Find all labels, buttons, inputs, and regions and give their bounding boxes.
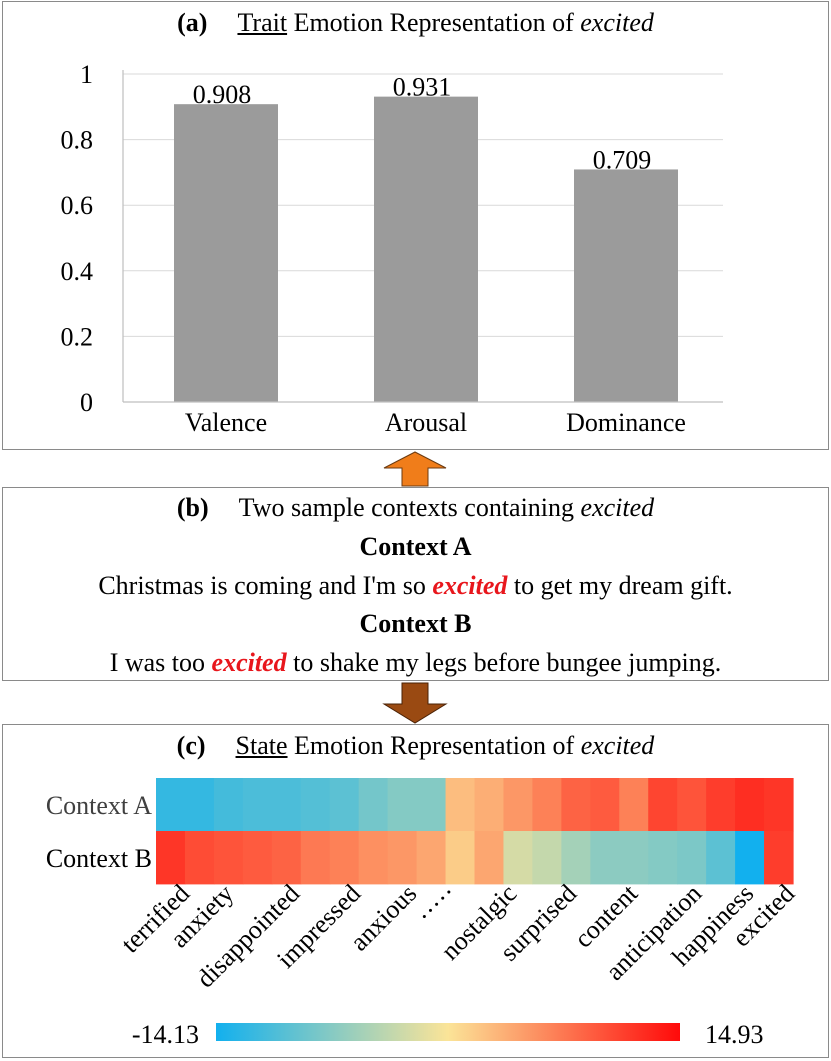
heatmap-cell xyxy=(677,831,707,885)
bar-valence xyxy=(174,104,278,403)
heatmap-cell xyxy=(416,778,447,832)
heatmap-cell xyxy=(156,778,186,832)
panel-b-title-word: excited xyxy=(580,493,655,522)
row-label: Context B xyxy=(46,844,152,873)
context-a-after: to get my dream gift. xyxy=(507,571,733,600)
heatmap-cell xyxy=(416,831,447,885)
x-tick-label: Arousal xyxy=(385,408,467,437)
arrow-up-icon xyxy=(383,451,447,487)
context-a-before: Christmas is coming and I'm so xyxy=(98,571,433,600)
colorbar-max-label: 14.93 xyxy=(705,1020,764,1049)
panel-c-title: (c) State Emotion Representation of excit… xyxy=(3,731,828,761)
panel-a-label: (a) xyxy=(177,8,208,37)
heatmap-cell xyxy=(764,778,794,832)
heatmap-cell xyxy=(156,831,186,885)
heatmap-cell xyxy=(706,831,736,885)
heatmap-cell xyxy=(445,778,476,832)
heatmap-cell xyxy=(561,831,591,885)
heatmap-cell xyxy=(590,831,620,885)
heatmap-cell xyxy=(213,831,244,885)
y-tick-label: 0.8 xyxy=(61,126,94,155)
panel-a-title-underlined: Trait xyxy=(237,8,288,37)
row-label: Context A xyxy=(46,791,152,820)
heatmap-cell xyxy=(648,778,678,832)
bar-dominance xyxy=(574,169,678,402)
heatmap-cell xyxy=(677,778,707,832)
heatmap-cell xyxy=(358,831,389,885)
context-b-highlight: excited xyxy=(211,648,287,677)
heatmap-cell xyxy=(648,831,678,885)
heatmap-cell xyxy=(619,831,649,885)
x-label: ····· xyxy=(411,879,462,930)
heatmap-cell xyxy=(590,778,620,832)
heatmap-cell xyxy=(213,778,244,832)
panel-a-title-rest: Emotion Representation of xyxy=(287,8,581,37)
context-b-after: to shake my legs before bungee jumping. xyxy=(286,648,722,677)
y-tick-label: 0.2 xyxy=(61,322,94,351)
panel-c-title-rest: Emotion Representation of xyxy=(287,731,581,760)
heatmap-cell xyxy=(735,778,765,832)
panel-c-label: (c) xyxy=(176,731,206,760)
colorbar-min-label: -14.13 xyxy=(132,1020,199,1049)
heatmap-cell xyxy=(300,778,331,832)
context-b-sentence: I was too excited to shake my legs befor… xyxy=(3,648,828,678)
panel-b-title-text: Two sample contexts containing xyxy=(238,493,581,522)
panel-b-label: (b) xyxy=(176,493,209,522)
y-tick-label: 0 xyxy=(80,388,93,417)
heatmap-cell xyxy=(329,831,360,885)
heatmap-cell xyxy=(358,778,389,832)
panel-trait-chart: (a) Trait Emotion Representation of excit… xyxy=(2,1,829,450)
heatmap-cell xyxy=(271,831,302,885)
y-tick-label: 0.6 xyxy=(61,191,94,220)
heatmap-cell xyxy=(242,778,273,832)
data-label: 0.709 xyxy=(593,145,652,174)
arrow-down-icon xyxy=(382,682,448,724)
y-tick-label: 0.4 xyxy=(61,257,94,286)
heatmap-cell xyxy=(387,778,418,832)
heatmap-cell xyxy=(184,778,215,832)
data-label: 0.908 xyxy=(193,80,252,109)
heatmap-cell xyxy=(503,831,534,885)
heatmap-cell xyxy=(387,831,418,885)
x-tick-label: Dominance xyxy=(566,408,686,437)
panel-b-title: (b) Two sample contexts containing excite… xyxy=(3,493,828,523)
heatmap-cell xyxy=(561,778,591,832)
data-label: 0.931 xyxy=(393,73,452,102)
heatmap-cell xyxy=(503,778,534,832)
heatmap-cell xyxy=(532,831,562,885)
panel-state-heatmap: (c) State Emotion Representation of excit… xyxy=(2,724,829,1058)
heatmap-cell xyxy=(242,831,273,885)
heatmap-cell xyxy=(764,831,794,885)
heatmap-cell xyxy=(619,778,649,832)
context-b-before: I was too xyxy=(109,648,212,677)
heatmap-cell xyxy=(735,831,765,885)
panel-a-title: (a) Trait Emotion Representation of excit… xyxy=(3,8,828,38)
context-a-highlight: excited xyxy=(432,571,508,600)
heatmap-cell xyxy=(474,831,505,885)
context-a-sentence: Christmas is coming and I'm so excited t… xyxy=(3,571,828,601)
heatmap-cell xyxy=(184,831,215,885)
context-b-label: Context B xyxy=(359,609,472,638)
heatmap-cell xyxy=(329,778,360,832)
trait-bar-chart: 0 0.2 0.4 0.6 0.8 1 0.908 Valence 0.931 Arousal 0.… xyxy=(61,60,723,437)
heatmap-cell xyxy=(532,778,562,832)
colorbar xyxy=(216,1023,680,1041)
panel-contexts: (b) Two sample contexts containing excite… xyxy=(2,487,829,681)
context-a-label: Context A xyxy=(359,532,472,561)
panel-c-title-underlined: State xyxy=(235,731,288,760)
heatmap-cell xyxy=(474,778,505,832)
heatmap-cell xyxy=(706,778,736,832)
panel-a-title-word: excited xyxy=(580,8,654,37)
bar-arousal xyxy=(374,96,478,402)
y-tick-label: 1 xyxy=(80,60,93,89)
panel-c-title-word: excited xyxy=(580,731,655,760)
heatmap-cell xyxy=(271,778,302,832)
x-tick-label: Valence xyxy=(185,408,267,437)
heatmap-cell xyxy=(445,831,476,885)
heatmap-cell xyxy=(300,831,331,885)
